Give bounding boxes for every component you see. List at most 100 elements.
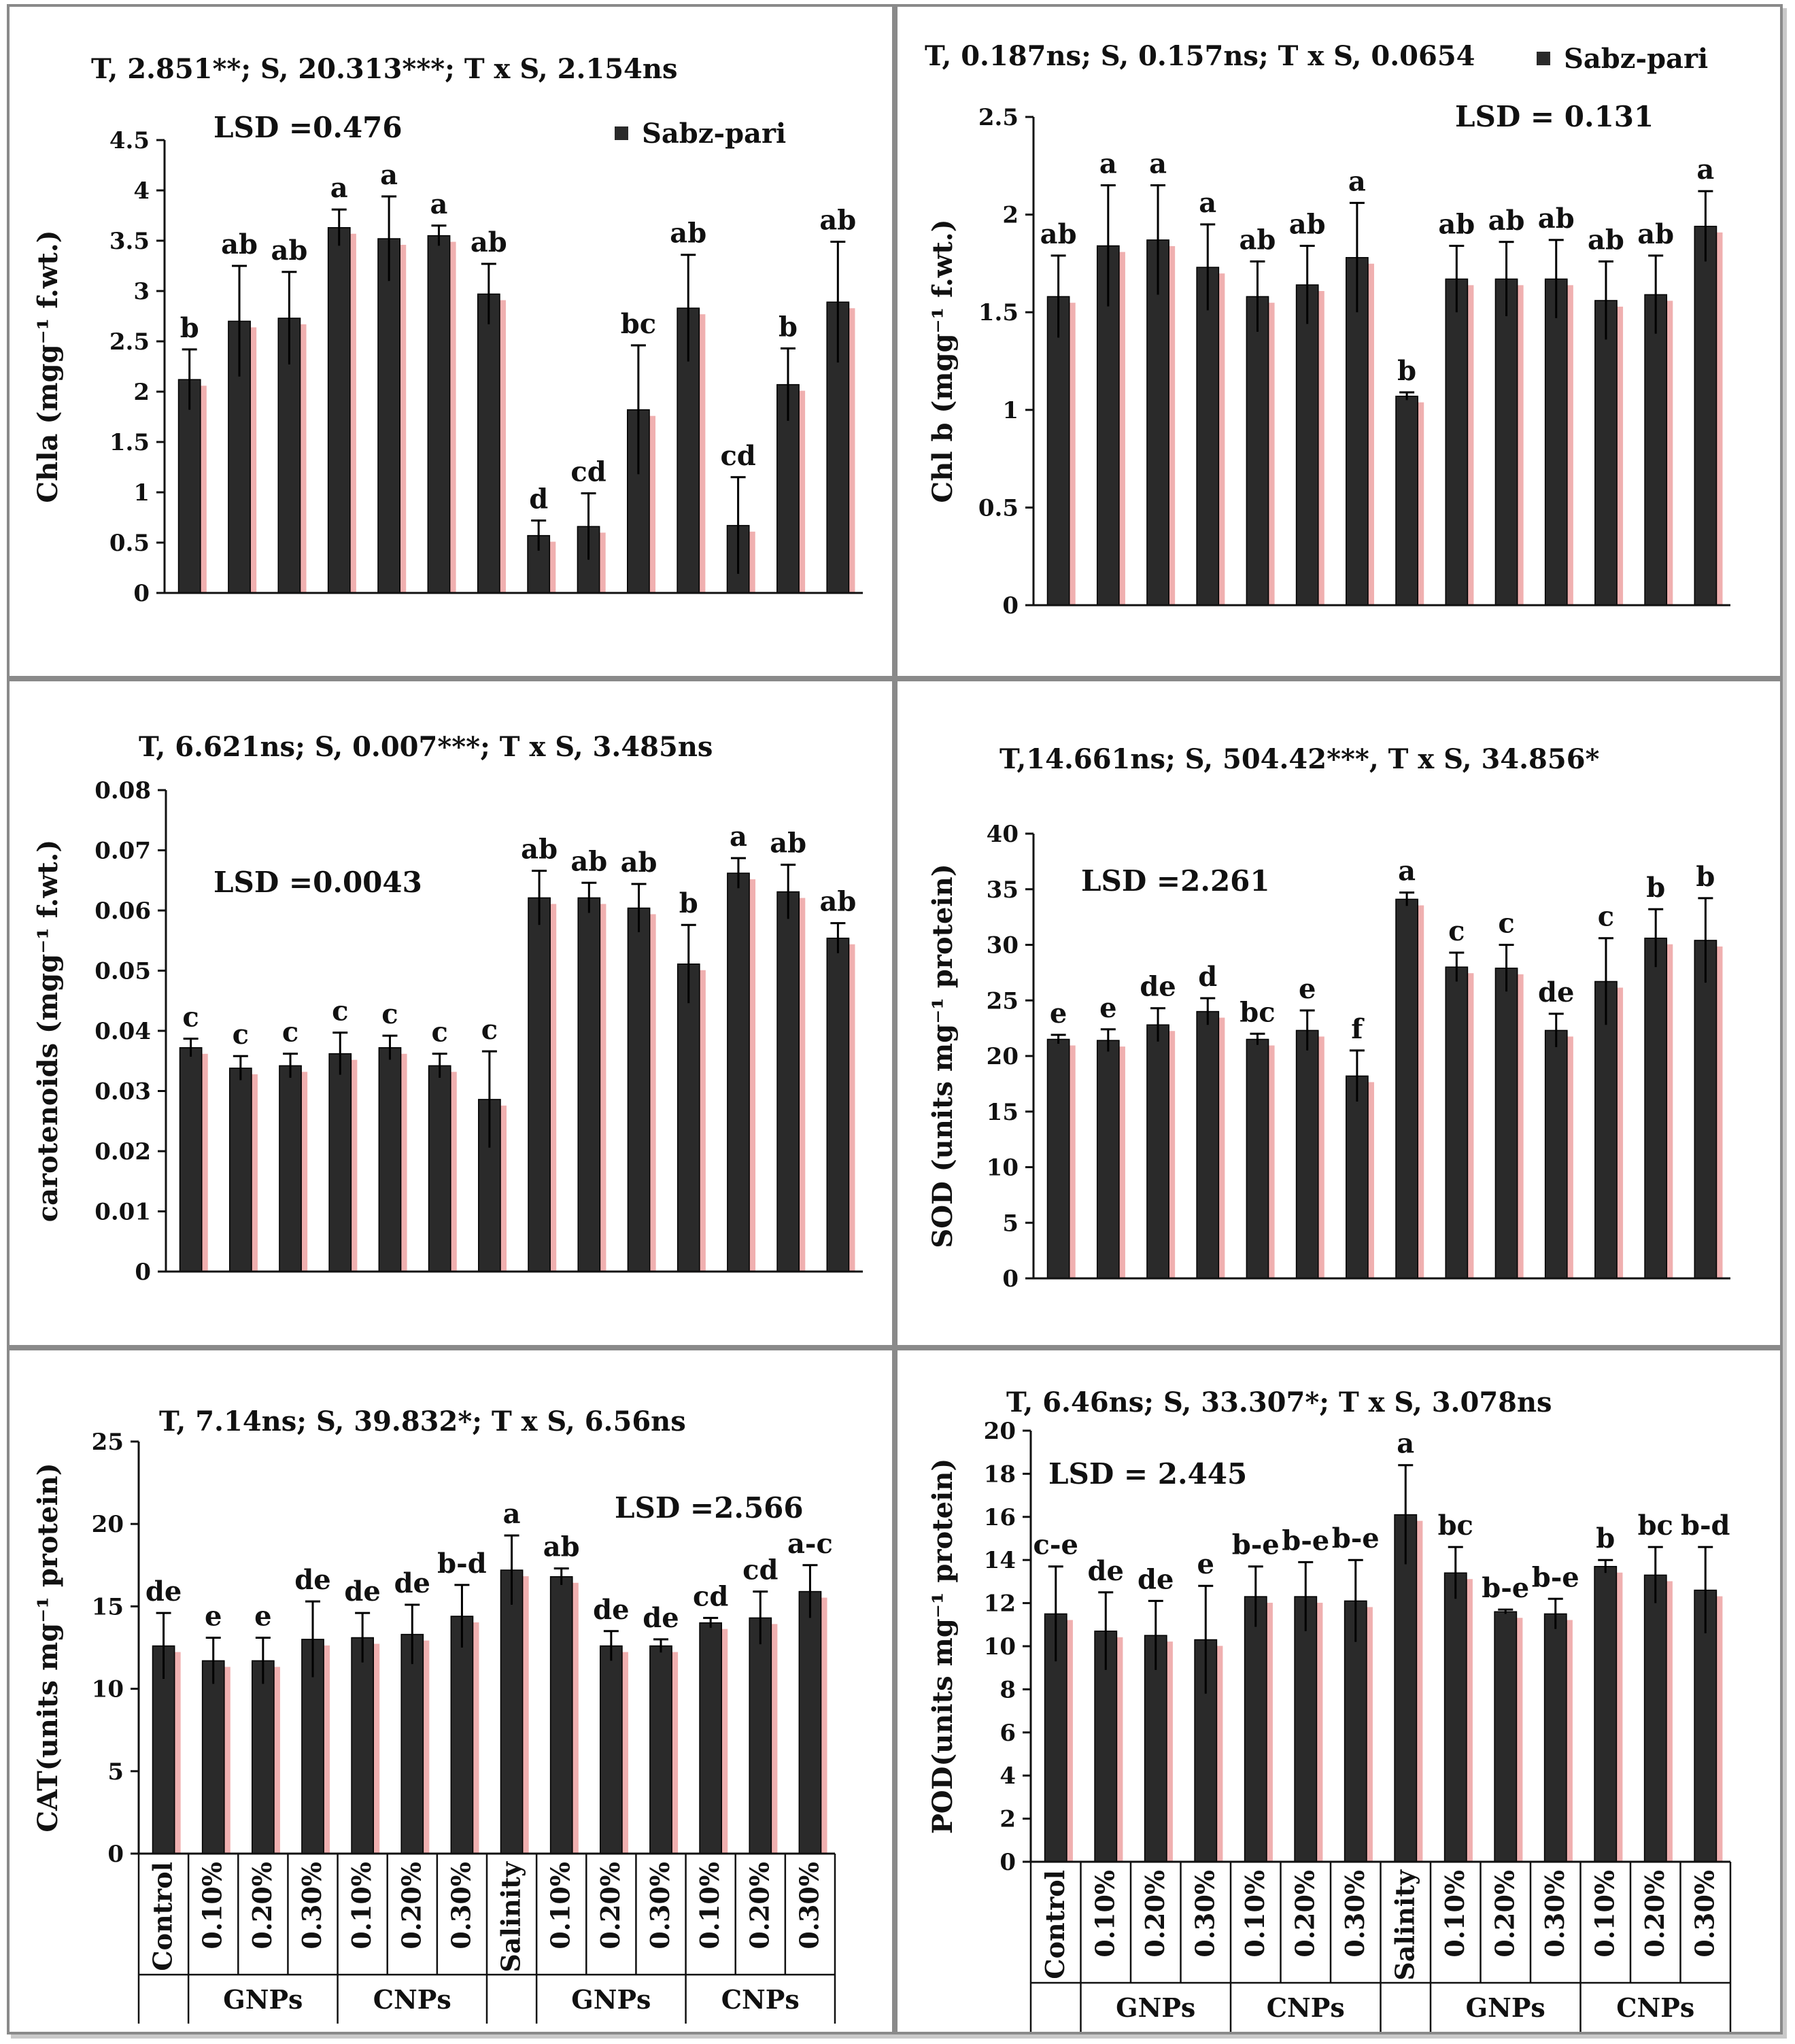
bar	[1544, 1029, 1568, 1279]
significance-letter: ab	[770, 828, 806, 859]
significance-letter: d	[1198, 961, 1217, 993]
lsd-label: LSD =2.566	[615, 1491, 804, 1525]
y-tick-label: 0	[107, 1841, 124, 1868]
significance-letter: de	[1538, 976, 1574, 1008]
y-tick-label: 0.01	[95, 1199, 151, 1226]
chart-title: T, 6.621ns; S, 0.007***; T x S, 3.485ns	[139, 731, 713, 763]
significance-letter: de	[593, 1594, 629, 1626]
x-category-label: Control	[148, 1862, 178, 1971]
significance-letter: b-d	[1681, 1510, 1730, 1541]
bar	[1246, 296, 1269, 606]
y-tick-label: 3.5	[109, 228, 150, 255]
x-category-label: 0.10%	[1240, 1870, 1270, 1958]
bar	[1643, 1574, 1667, 1862]
x-category-label: 0.10%	[346, 1862, 377, 1949]
bar	[727, 872, 750, 1272]
x-category-label: 0.30%	[1689, 1870, 1720, 1958]
bar	[1196, 267, 1220, 606]
significance-letter: ab	[621, 847, 657, 879]
panel-sod: T,14.661ns; S, 504.42***, T x S, 34.856*…	[895, 679, 1783, 1348]
y-tick-label: 4	[133, 177, 150, 205]
bar	[1295, 284, 1319, 606]
y-tick-label: 1	[133, 479, 150, 507]
bar	[1196, 1010, 1220, 1279]
bar	[377, 238, 400, 594]
bar	[699, 1622, 722, 1854]
y-axis-label: Chl b (mgg⁻¹ f.wt.)	[927, 219, 959, 503]
bar	[351, 1637, 374, 1854]
x-category-label: 0.20%	[1489, 1870, 1520, 1958]
y-axis-label: Chla (mgg⁻¹ f.wt.)	[32, 230, 64, 503]
bar	[1144, 1635, 1167, 1862]
bar	[400, 1633, 424, 1854]
y-tick-label: 5	[1002, 1210, 1019, 1237]
y-tick-label: 1.5	[109, 429, 150, 456]
y-axis-label: carotenoids (mgg⁻¹ f.wt.)	[32, 840, 64, 1223]
chart-title: T, 6.46ns; S, 33.307*; T x S, 3.078ns	[1006, 1386, 1552, 1418]
lsd-label: LSD = 0.131	[1455, 100, 1654, 133]
bar	[1494, 1611, 1518, 1862]
significance-letter: ab	[819, 886, 856, 918]
significance-letter: b	[1397, 355, 1416, 387]
x-category-label: 0.30%	[296, 1862, 327, 1949]
significance-letter: ab	[471, 226, 507, 258]
bar	[1146, 239, 1169, 606]
significance-letter: a	[1696, 154, 1714, 186]
bar	[1096, 1040, 1120, 1279]
bar	[528, 897, 551, 1272]
y-tick-label: 2.5	[978, 104, 1019, 131]
x-category-label: 0.20%	[1140, 1870, 1170, 1958]
significance-letter: c	[1498, 908, 1514, 940]
significance-letter: b	[1696, 861, 1715, 893]
y-tick-label: 20	[984, 1418, 1016, 1445]
significance-letter: b-e	[1332, 1522, 1380, 1554]
y-tick-label: 15	[987, 1099, 1019, 1126]
x-category-label: 0.10%	[1439, 1870, 1470, 1958]
y-tick-label: 4.5	[109, 127, 150, 154]
y-tick-label: 3	[133, 278, 150, 305]
y-tick-label: 30	[987, 932, 1019, 959]
significance-letter: cd	[570, 456, 606, 488]
chart-chla: T, 2.851**; S, 20.313***; T x S, 2.154ns…	[32, 53, 863, 607]
bar	[649, 1645, 672, 1854]
significance-letter: b-e	[1482, 1572, 1529, 1604]
bar	[1294, 1596, 1318, 1862]
significance-letter: ab	[221, 228, 258, 260]
bar	[1146, 1024, 1169, 1279]
significance-letter: b	[679, 887, 698, 919]
y-axis-label: POD(units mg⁻¹ protein)	[927, 1459, 959, 1835]
x-category-label: 0.10%	[694, 1862, 725, 1949]
bar	[1046, 1038, 1070, 1279]
y-tick-label: 1	[1002, 397, 1019, 424]
significance-letter: c	[481, 1014, 498, 1046]
significance-letter: ab	[570, 845, 607, 877]
legend-label: Sabz-pari	[1564, 43, 1708, 75]
y-tick-label: 0	[999, 1849, 1016, 1876]
panel-chla: T, 2.851**; S, 20.313***; T x S, 2.154ns…	[7, 4, 895, 679]
significance-letter: b	[1596, 1522, 1615, 1554]
y-tick-label: 0.5	[109, 530, 150, 557]
lsd-label: LSD = 2.445	[1048, 1457, 1247, 1491]
significance-letter: ab	[1637, 218, 1674, 250]
significance-letter: c	[1448, 915, 1465, 947]
significance-letter: cd	[693, 1580, 728, 1612]
significance-letter: ab	[1438, 209, 1475, 241]
significance-letter: ab	[1040, 218, 1077, 250]
bar	[1644, 937, 1668, 1279]
significance-letter: de	[1088, 1555, 1124, 1587]
bar	[177, 379, 201, 594]
x-category-label: Salinity	[496, 1861, 526, 1973]
y-tick-label: 0.04	[95, 1018, 151, 1045]
bar	[549, 1576, 573, 1854]
significance-letter: a	[1397, 1428, 1414, 1460]
x-group-label: CNPs	[721, 1984, 800, 2015]
significance-letter: b-d	[437, 1548, 487, 1580]
significance-letter: e	[1197, 1548, 1214, 1580]
bar	[1443, 1572, 1467, 1862]
bar	[1344, 1600, 1367, 1862]
x-category-label: 0.20%	[595, 1862, 626, 1949]
lsd-label: LSD =0.0043	[213, 866, 422, 899]
y-tick-label: 0.5	[978, 494, 1019, 522]
significance-letter: ab	[670, 218, 706, 250]
significance-letter: a	[1398, 855, 1416, 887]
